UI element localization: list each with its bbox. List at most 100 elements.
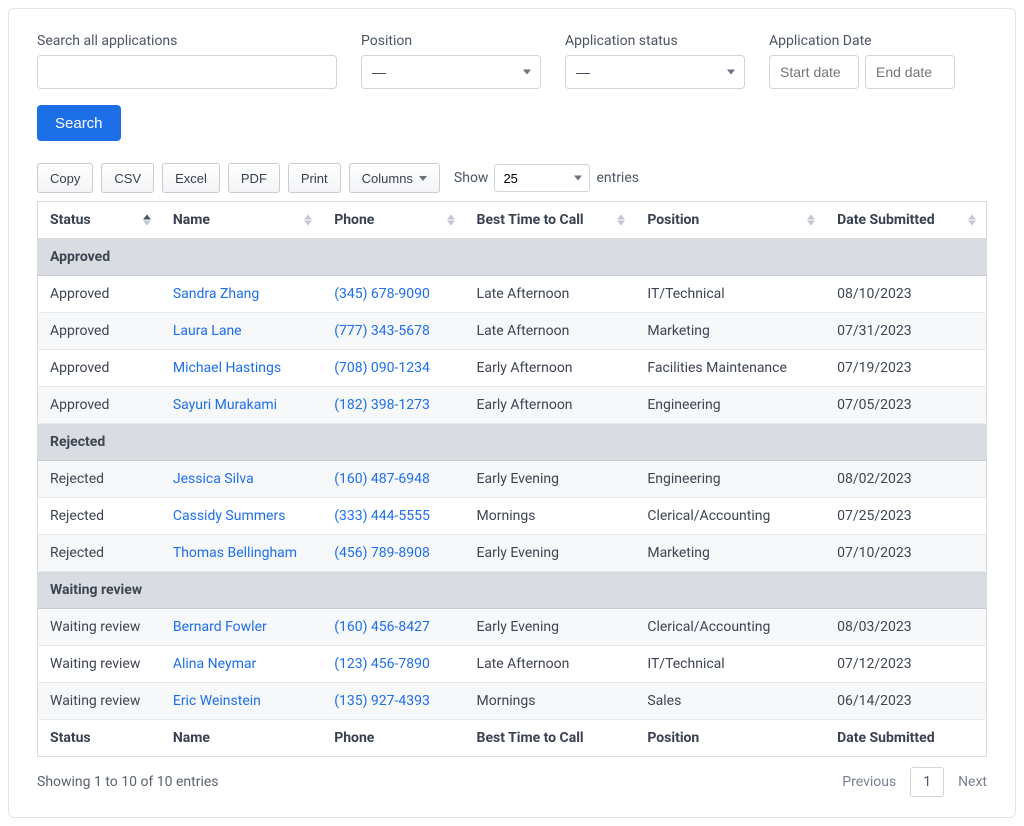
cell-date-submitted: 07/12/2023 bbox=[825, 646, 986, 683]
pager-previous[interactable]: Previous bbox=[842, 774, 896, 790]
cell-position: Clerical/Accounting bbox=[635, 609, 825, 646]
cell-status: Waiting review bbox=[38, 609, 161, 646]
filter-position: Position — bbox=[361, 33, 541, 89]
col-footer-status: Status bbox=[38, 720, 161, 757]
cell-best-time: Early Afternoon bbox=[465, 387, 636, 424]
applicant-name-link[interactable]: Alina Neymar bbox=[173, 656, 256, 672]
col-header-label: Status bbox=[50, 212, 91, 228]
phone-link[interactable]: (345) 678-9090 bbox=[334, 286, 430, 302]
phone-link[interactable]: (160) 456-8427 bbox=[334, 619, 430, 635]
start-date-input[interactable] bbox=[769, 55, 859, 89]
table-bottom-bar: Showing 1 to 10 of 10 entries Previous 1… bbox=[37, 767, 987, 797]
status-select[interactable]: — bbox=[565, 55, 745, 89]
status-label: Application status bbox=[565, 33, 745, 49]
pager-next[interactable]: Next bbox=[958, 774, 987, 790]
group-label: Rejected bbox=[38, 424, 987, 461]
cell-name: Michael Hastings bbox=[161, 350, 322, 387]
phone-link[interactable]: (333) 444-5555 bbox=[334, 508, 430, 524]
excel-button[interactable]: Excel bbox=[162, 163, 220, 193]
copy-button[interactable]: Copy bbox=[37, 163, 93, 193]
pdf-button[interactable]: PDF bbox=[228, 163, 280, 193]
search-all-input[interactable] bbox=[37, 55, 337, 89]
phone-link[interactable]: (135) 927-4393 bbox=[334, 693, 430, 709]
columns-button-label: Columns bbox=[362, 171, 413, 186]
pager-current[interactable]: 1 bbox=[910, 767, 944, 797]
applicant-name-link[interactable]: Bernard Fowler bbox=[173, 619, 267, 635]
col-header-label: Name bbox=[173, 212, 210, 228]
cell-best-time: Mornings bbox=[465, 683, 636, 720]
table-row: ApprovedSandra Zhang(345) 678-9090Late A… bbox=[38, 276, 987, 313]
cell-best-time: Early Afternoon bbox=[465, 350, 636, 387]
cell-position: Marketing bbox=[635, 535, 825, 572]
col-header-date-submitted[interactable]: Date Submitted bbox=[825, 202, 986, 239]
cell-phone: (135) 927-4393 bbox=[322, 683, 464, 720]
length-select[interactable]: 25 bbox=[494, 164, 590, 192]
col-header-best-time[interactable]: Best Time to Call bbox=[465, 202, 636, 239]
cell-status: Waiting review bbox=[38, 683, 161, 720]
applicant-name-link[interactable]: Jessica Silva bbox=[173, 471, 254, 487]
cell-name: Alina Neymar bbox=[161, 646, 322, 683]
cell-phone: (182) 398-1273 bbox=[322, 387, 464, 424]
applicant-name-link[interactable]: Sandra Zhang bbox=[173, 286, 259, 302]
cell-best-time: Late Afternoon bbox=[465, 646, 636, 683]
table-row: RejectedThomas Bellingham(456) 789-8908E… bbox=[38, 535, 987, 572]
col-header-label: Position bbox=[647, 212, 699, 228]
cell-phone: (123) 456-7890 bbox=[322, 646, 464, 683]
csv-button[interactable]: CSV bbox=[101, 163, 154, 193]
col-footer-best-time: Best Time to Call bbox=[465, 720, 636, 757]
cell-position: Engineering bbox=[635, 461, 825, 498]
col-header-position[interactable]: Position bbox=[635, 202, 825, 239]
columns-button[interactable]: Columns bbox=[349, 163, 440, 193]
table-toolbar: Copy CSV Excel PDF Print Columns Show 25… bbox=[37, 163, 987, 193]
cell-date-submitted: 07/19/2023 bbox=[825, 350, 986, 387]
print-button[interactable]: Print bbox=[288, 163, 341, 193]
phone-link[interactable]: (160) 487-6948 bbox=[334, 471, 430, 487]
table-row: ApprovedLaura Lane(777) 343-5678Late Aft… bbox=[38, 313, 987, 350]
group-row: Approved bbox=[38, 239, 987, 276]
table-row: ApprovedMichael Hastings(708) 090-1234Ea… bbox=[38, 350, 987, 387]
position-select[interactable]: — bbox=[361, 55, 541, 89]
cell-phone: (708) 090-1234 bbox=[322, 350, 464, 387]
cell-best-time: Early Evening bbox=[465, 609, 636, 646]
col-header-status[interactable]: Status bbox=[38, 202, 161, 239]
applicant-name-link[interactable]: Thomas Bellingham bbox=[173, 545, 297, 561]
cell-date-submitted: 06/14/2023 bbox=[825, 683, 986, 720]
phone-link[interactable]: (456) 789-8908 bbox=[334, 545, 430, 561]
cell-name: Laura Lane bbox=[161, 313, 322, 350]
phone-link[interactable]: (182) 398-1273 bbox=[334, 397, 430, 413]
cell-name: Jessica Silva bbox=[161, 461, 322, 498]
sort-icon bbox=[968, 215, 976, 226]
group-label: Approved bbox=[38, 239, 987, 276]
length-control: Show 25 entries bbox=[454, 164, 639, 192]
applicant-name-link[interactable]: Michael Hastings bbox=[173, 360, 281, 376]
phone-link[interactable]: (777) 343-5678 bbox=[334, 323, 430, 339]
applicant-name-link[interactable]: Sayuri Murakami bbox=[173, 397, 277, 413]
search-button[interactable]: Search bbox=[37, 105, 121, 141]
cell-date-submitted: 07/31/2023 bbox=[825, 313, 986, 350]
end-date-input[interactable] bbox=[865, 55, 955, 89]
applicant-name-link[interactable]: Laura Lane bbox=[173, 323, 242, 339]
sort-icon bbox=[807, 215, 815, 226]
phone-link[interactable]: (708) 090-1234 bbox=[334, 360, 430, 376]
col-header-name[interactable]: Name bbox=[161, 202, 322, 239]
cell-position: IT/Technical bbox=[635, 276, 825, 313]
sort-icon bbox=[304, 215, 312, 226]
cell-status: Rejected bbox=[38, 498, 161, 535]
cell-position: Facilities Maintenance bbox=[635, 350, 825, 387]
table-header-row: Status Name Phone Best Time to Call Posi… bbox=[38, 202, 987, 239]
cell-phone: (345) 678-9090 bbox=[322, 276, 464, 313]
applications-panel: Search all applications Position — Appli… bbox=[8, 8, 1016, 818]
cell-phone: (160) 456-8427 bbox=[322, 609, 464, 646]
cell-phone: (456) 789-8908 bbox=[322, 535, 464, 572]
applicant-name-link[interactable]: Eric Weinstein bbox=[173, 693, 261, 709]
cell-status: Approved bbox=[38, 387, 161, 424]
col-header-phone[interactable]: Phone bbox=[322, 202, 464, 239]
phone-link[interactable]: (123) 456-7890 bbox=[334, 656, 430, 672]
cell-best-time: Mornings bbox=[465, 498, 636, 535]
table-row: RejectedJessica Silva(160) 487-6948Early… bbox=[38, 461, 987, 498]
chevron-down-icon bbox=[419, 176, 427, 181]
applicant-name-link[interactable]: Cassidy Summers bbox=[173, 508, 286, 524]
cell-status: Approved bbox=[38, 313, 161, 350]
cell-status: Rejected bbox=[38, 535, 161, 572]
cell-date-submitted: 08/10/2023 bbox=[825, 276, 986, 313]
